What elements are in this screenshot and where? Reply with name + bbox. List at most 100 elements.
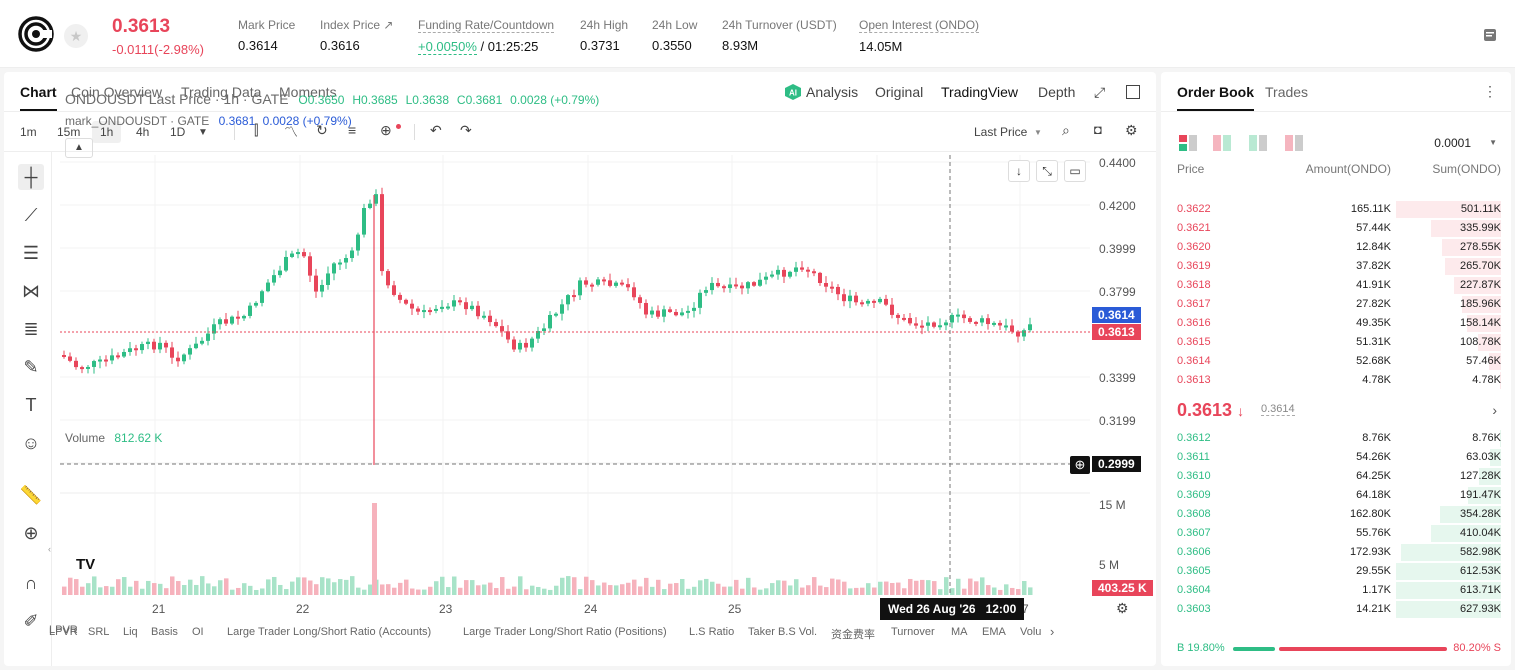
fib-icon[interactable]: ≣: [23, 318, 39, 339]
indicator-large-trader-positions[interactable]: Large Trader Long/Short Ratio (Positions…: [463, 626, 667, 638]
indicator-funding[interactable]: 资金费率: [831, 629, 875, 641]
magnet-icon[interactable]: ∩: [24, 572, 38, 593]
tab-order-book[interactable]: Order Book: [1177, 84, 1255, 111]
interval-15m[interactable]: 15m: [57, 125, 81, 139]
ask-row[interactable]: 0.3618 41.91K 227.87K: [1161, 276, 1511, 295]
chevron-down-icon[interactable]: ▼: [1034, 128, 1042, 137]
indicator-taker-bs[interactable]: Taker B.S Vol.: [748, 626, 818, 638]
ask-row[interactable]: 0.3613 4.78K 4.78K: [1161, 371, 1511, 390]
favorite-star-icon[interactable]: ★: [64, 24, 88, 48]
indicator-lpvr[interactable]: LPVR: [49, 624, 78, 636]
bid-row[interactable]: 0.3608 162.80K 354.28K: [1161, 505, 1511, 524]
indicator-ema[interactable]: EMA: [982, 626, 1006, 638]
candlestick-chart[interactable]: [60, 155, 1090, 595]
camera-icon[interactable]: ◘: [1094, 122, 1102, 137]
settings-gear-icon[interactable]: ⚙: [1125, 122, 1138, 138]
indicator-volume[interactable]: Volu: [1020, 626, 1042, 638]
bid-row[interactable]: 0.3610 64.25K 127.28K: [1161, 467, 1511, 486]
panel-collapse-icon[interactable]: ‹: [48, 544, 51, 554]
interval-4h[interactable]: 4h: [136, 125, 150, 139]
tab-trading-data[interactable]: Trading Data: [181, 84, 262, 100]
asks-only-view-icon[interactable]: [1285, 135, 1303, 151]
bid-row[interactable]: 0.3604 1.17K 613.71K: [1161, 581, 1511, 600]
refresh-icon[interactable]: ↻: [316, 122, 328, 138]
bid-row[interactable]: 0.3607 55.76K 410.04K: [1161, 524, 1511, 543]
tab-moments[interactable]: Moments: [279, 84, 337, 100]
text-icon[interactable]: T: [25, 394, 37, 415]
candle-body: [644, 302, 648, 315]
tab-original[interactable]: Original: [875, 84, 924, 100]
last-price-select[interactable]: Last Price: [974, 125, 1028, 139]
zoom-in-icon[interactable]: ⊕: [23, 522, 39, 543]
ruler-icon[interactable]: 📏: [19, 484, 43, 505]
eraser-icon[interactable]: ✐: [23, 610, 39, 631]
interval-1d[interactable]: 1D: [170, 125, 186, 139]
ask-row[interactable]: 0.3614 52.68K 57.46K: [1161, 352, 1511, 371]
template-icon[interactable]: ≡: [348, 122, 357, 138]
indicator-large-trader-accounts[interactable]: Large Trader Long/Short Ratio (Accounts): [227, 626, 432, 638]
collapse-legend-button[interactable]: ▲: [65, 138, 93, 158]
stat-index-price[interactable]: Index Price ↗ 0.3616: [320, 18, 393, 53]
chevron-down-icon[interactable]: ▼: [1489, 138, 1497, 147]
bid-row[interactable]: 0.3609 64.18K 191.47K: [1161, 486, 1511, 505]
ask-row[interactable]: 0.3620 12.84K 278.55K: [1161, 238, 1511, 257]
interval-dropdown-icon[interactable]: ▼: [198, 127, 208, 138]
bid-row[interactable]: 0.3603 14.21K 627.93K: [1161, 600, 1511, 619]
collapse-arrows-icon[interactable]: ⤡: [1036, 160, 1058, 182]
split-view-icon[interactable]: [1213, 135, 1231, 151]
window-icon[interactable]: [1126, 85, 1140, 99]
chevron-right-icon[interactable]: ›: [1492, 402, 1497, 418]
bid-row[interactable]: 0.3606 172.93K 582.98K: [1161, 543, 1511, 562]
fullscreen-icon[interactable]: ▭: [1064, 160, 1086, 182]
bid-row[interactable]: 0.3611 54.26K 63.03K: [1161, 448, 1511, 467]
volume-bar: [110, 586, 115, 595]
tab-depth[interactable]: Depth: [1038, 84, 1076, 100]
indicator-turnover[interactable]: Turnover: [891, 626, 935, 638]
indicators-icon[interactable]: 〽: [284, 124, 298, 140]
horizontal-lines-icon[interactable]: ☰: [22, 242, 40, 263]
undo-icon[interactable]: ↶: [430, 122, 442, 138]
ask-row[interactable]: 0.3617 27.82K 185.96K: [1161, 295, 1511, 314]
bid-row[interactable]: 0.3605 29.55K 612.53K: [1161, 562, 1511, 581]
pattern-icon[interactable]: ⋈: [22, 280, 40, 301]
tab-analysis[interactable]: Analysis: [806, 84, 859, 100]
precision-select[interactable]: 0.0001: [1434, 136, 1471, 150]
interval-1h[interactable]: 1h: [92, 121, 122, 143]
more-options-icon[interactable]: ⋮: [1483, 83, 1497, 99]
crosshair-icon[interactable]: ┼: [18, 164, 44, 190]
brush-icon[interactable]: ✎: [23, 356, 39, 377]
ask-row[interactable]: 0.3619 37.82K 265.70K: [1161, 257, 1511, 276]
document-icon[interactable]: [1483, 28, 1497, 42]
indicator-oi[interactable]: OI: [192, 626, 204, 638]
expand-icon[interactable]: ⤢: [1094, 84, 1106, 100]
indicator-ma[interactable]: MA: [951, 626, 968, 638]
indicator-liq[interactable]: Liq: [123, 626, 138, 638]
bid-row[interactable]: 0.3612 8.76K 8.76K: [1161, 429, 1511, 448]
chevron-right-icon[interactable]: ›: [1050, 624, 1055, 639]
tab-coin-overview[interactable]: Coin Overview: [71, 84, 163, 100]
interval-1m[interactable]: 1m: [20, 125, 37, 139]
indicator-basis[interactable]: Basis: [151, 626, 178, 638]
both-sides-view-icon[interactable]: [1179, 135, 1197, 151]
tab-chart[interactable]: Chart: [20, 84, 57, 111]
add-alert-icon[interactable]: ⊕: [1070, 456, 1090, 474]
indicator-ls-ratio[interactable]: L.S Ratio: [689, 626, 735, 638]
indicator-srl[interactable]: SRL: [88, 626, 110, 638]
tab-tradingview[interactable]: TradingView: [941, 84, 1019, 100]
search-icon[interactable]: ⌕: [1062, 122, 1070, 138]
add-indicator-icon[interactable]: ⊕: [380, 122, 392, 138]
ask-row[interactable]: 0.3621 57.44K 335.99K: [1161, 219, 1511, 238]
indicator-lpvr[interactable]: LPVR: [49, 626, 78, 638]
scroll-down-icon[interactable]: ↓: [1008, 160, 1030, 182]
chart-settings-gear-icon[interactable]: ⚙: [1116, 600, 1129, 616]
tab-trades[interactable]: Trades: [1265, 84, 1309, 100]
ask-row[interactable]: 0.3622 165.11K 501.11K: [1161, 200, 1511, 219]
bids-only-view-icon[interactable]: [1249, 135, 1267, 151]
candle-type-icon[interactable]: ⫿: [254, 122, 259, 138]
volume-bar: [812, 577, 817, 595]
trendline-icon[interactable]: ⟋: [24, 204, 38, 225]
redo-icon[interactable]: ↷: [460, 122, 472, 138]
emoji-icon[interactable]: ☺: [21, 432, 41, 453]
ask-row[interactable]: 0.3616 49.35K 158.14K: [1161, 314, 1511, 333]
ask-row[interactable]: 0.3615 51.31K 108.78K: [1161, 333, 1511, 352]
